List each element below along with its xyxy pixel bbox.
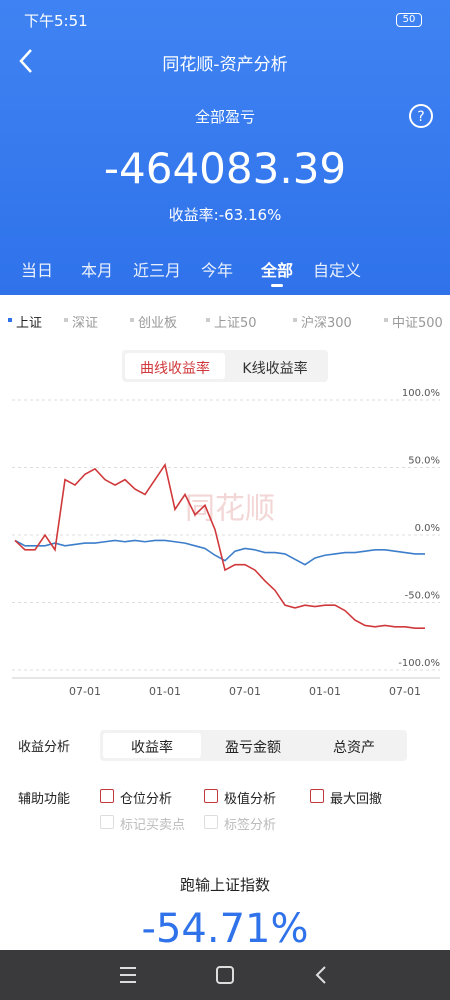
battery: 50 xyxy=(396,13,422,27)
chart: 同花顺 100.0% 50.0% 0.0% -50.0% -100.0% 07-01 01-0… xyxy=(12,388,440,698)
index-dot xyxy=(293,318,297,322)
index-dot xyxy=(8,318,12,322)
analysis-label: 收益分析 xyxy=(18,740,71,755)
period-tab[interactable]: 今年 xyxy=(200,261,234,280)
x-tick-label: 07-01 xyxy=(229,685,261,698)
period-tab[interactable]: 当日 xyxy=(20,261,54,280)
analysis-option[interactable]: 盈亏金额 xyxy=(225,740,281,756)
nav-icons[interactable] xyxy=(0,950,450,1000)
toggle-option[interactable]: 曲线收益率 xyxy=(140,361,210,377)
aux-option[interactable]: 仓位分析 xyxy=(120,792,173,807)
pnl-amount: -464083.39 xyxy=(103,144,347,193)
index-tab[interactable]: 深证 xyxy=(72,316,99,331)
x-tick-label: 01-01 xyxy=(309,685,341,698)
x-tick-label: 07-01 xyxy=(69,685,101,698)
period-tab[interactable]: 自定义 xyxy=(312,261,362,280)
analysis-option[interactable]: 收益率 xyxy=(131,740,173,756)
y-tick-label: -100.0% xyxy=(398,658,440,669)
x-tick-label: 07-01 xyxy=(389,685,421,698)
watermark: 同花顺 xyxy=(185,492,275,527)
aux-option[interactable]: 极值分析 xyxy=(224,792,277,807)
svg-text:?: ? xyxy=(417,109,424,125)
page-title: 同花顺-资产分析 xyxy=(162,55,288,75)
series-line xyxy=(14,462,425,629)
index-dot xyxy=(130,318,134,322)
aux-option[interactable]: 最大回撤 xyxy=(330,792,383,807)
checkbox[interactable] xyxy=(310,789,324,803)
period-tab[interactable]: 全部 xyxy=(260,261,294,280)
return-rate: 收益率:-63.16% xyxy=(168,206,282,224)
aux-disabled-option: 标签分析 xyxy=(224,818,277,833)
x-tick-label: 01-01 xyxy=(149,685,181,698)
index-tab[interactable]: 中证500 xyxy=(392,316,443,331)
pnl-label: 全部盈亏 xyxy=(194,108,256,126)
summary-value: -54.71% xyxy=(141,906,309,952)
index-dot xyxy=(384,318,388,322)
checkbox-disabled xyxy=(204,815,218,829)
nav-bar xyxy=(0,950,450,1000)
series-line xyxy=(14,539,425,566)
index-tab[interactable]: 上证 xyxy=(16,316,43,331)
summary-label: 跑输上证指数 xyxy=(179,876,271,894)
toggle-option[interactable]: K线收益率 xyxy=(242,361,308,377)
status-time: 下午5:51 xyxy=(24,12,88,30)
aux-disabled-option: 标记买卖点 xyxy=(120,818,186,833)
index-dot xyxy=(206,318,210,322)
header-bg xyxy=(0,0,450,295)
index-tab[interactable]: 沪深300 xyxy=(301,316,352,331)
tab-underline xyxy=(271,284,283,287)
toggle-selected xyxy=(125,353,225,379)
analysis-option[interactable]: 总资产 xyxy=(333,740,375,756)
aux-label: 辅助功能 xyxy=(18,792,71,807)
period-tab[interactable]: 近三月 xyxy=(132,261,182,280)
back-button[interactable] xyxy=(14,46,38,76)
checkbox[interactable] xyxy=(100,789,114,803)
period-tab[interactable]: 本月 xyxy=(80,261,114,280)
y-tick-label: 0.0% xyxy=(415,523,440,534)
index-dot xyxy=(64,318,68,322)
checkbox[interactable] xyxy=(204,789,218,803)
index-tab[interactable]: 创业板 xyxy=(138,316,178,331)
analysis-selected xyxy=(103,733,201,758)
index-tab[interactable]: 上证50 xyxy=(214,316,257,331)
checkbox-disabled xyxy=(100,815,114,829)
help-icon[interactable]: ? xyxy=(408,103,434,129)
y-tick-label: 50.0% xyxy=(408,456,440,467)
y-tick-label: -50.0% xyxy=(405,591,440,602)
y-tick-label: 100.0% xyxy=(402,388,440,399)
